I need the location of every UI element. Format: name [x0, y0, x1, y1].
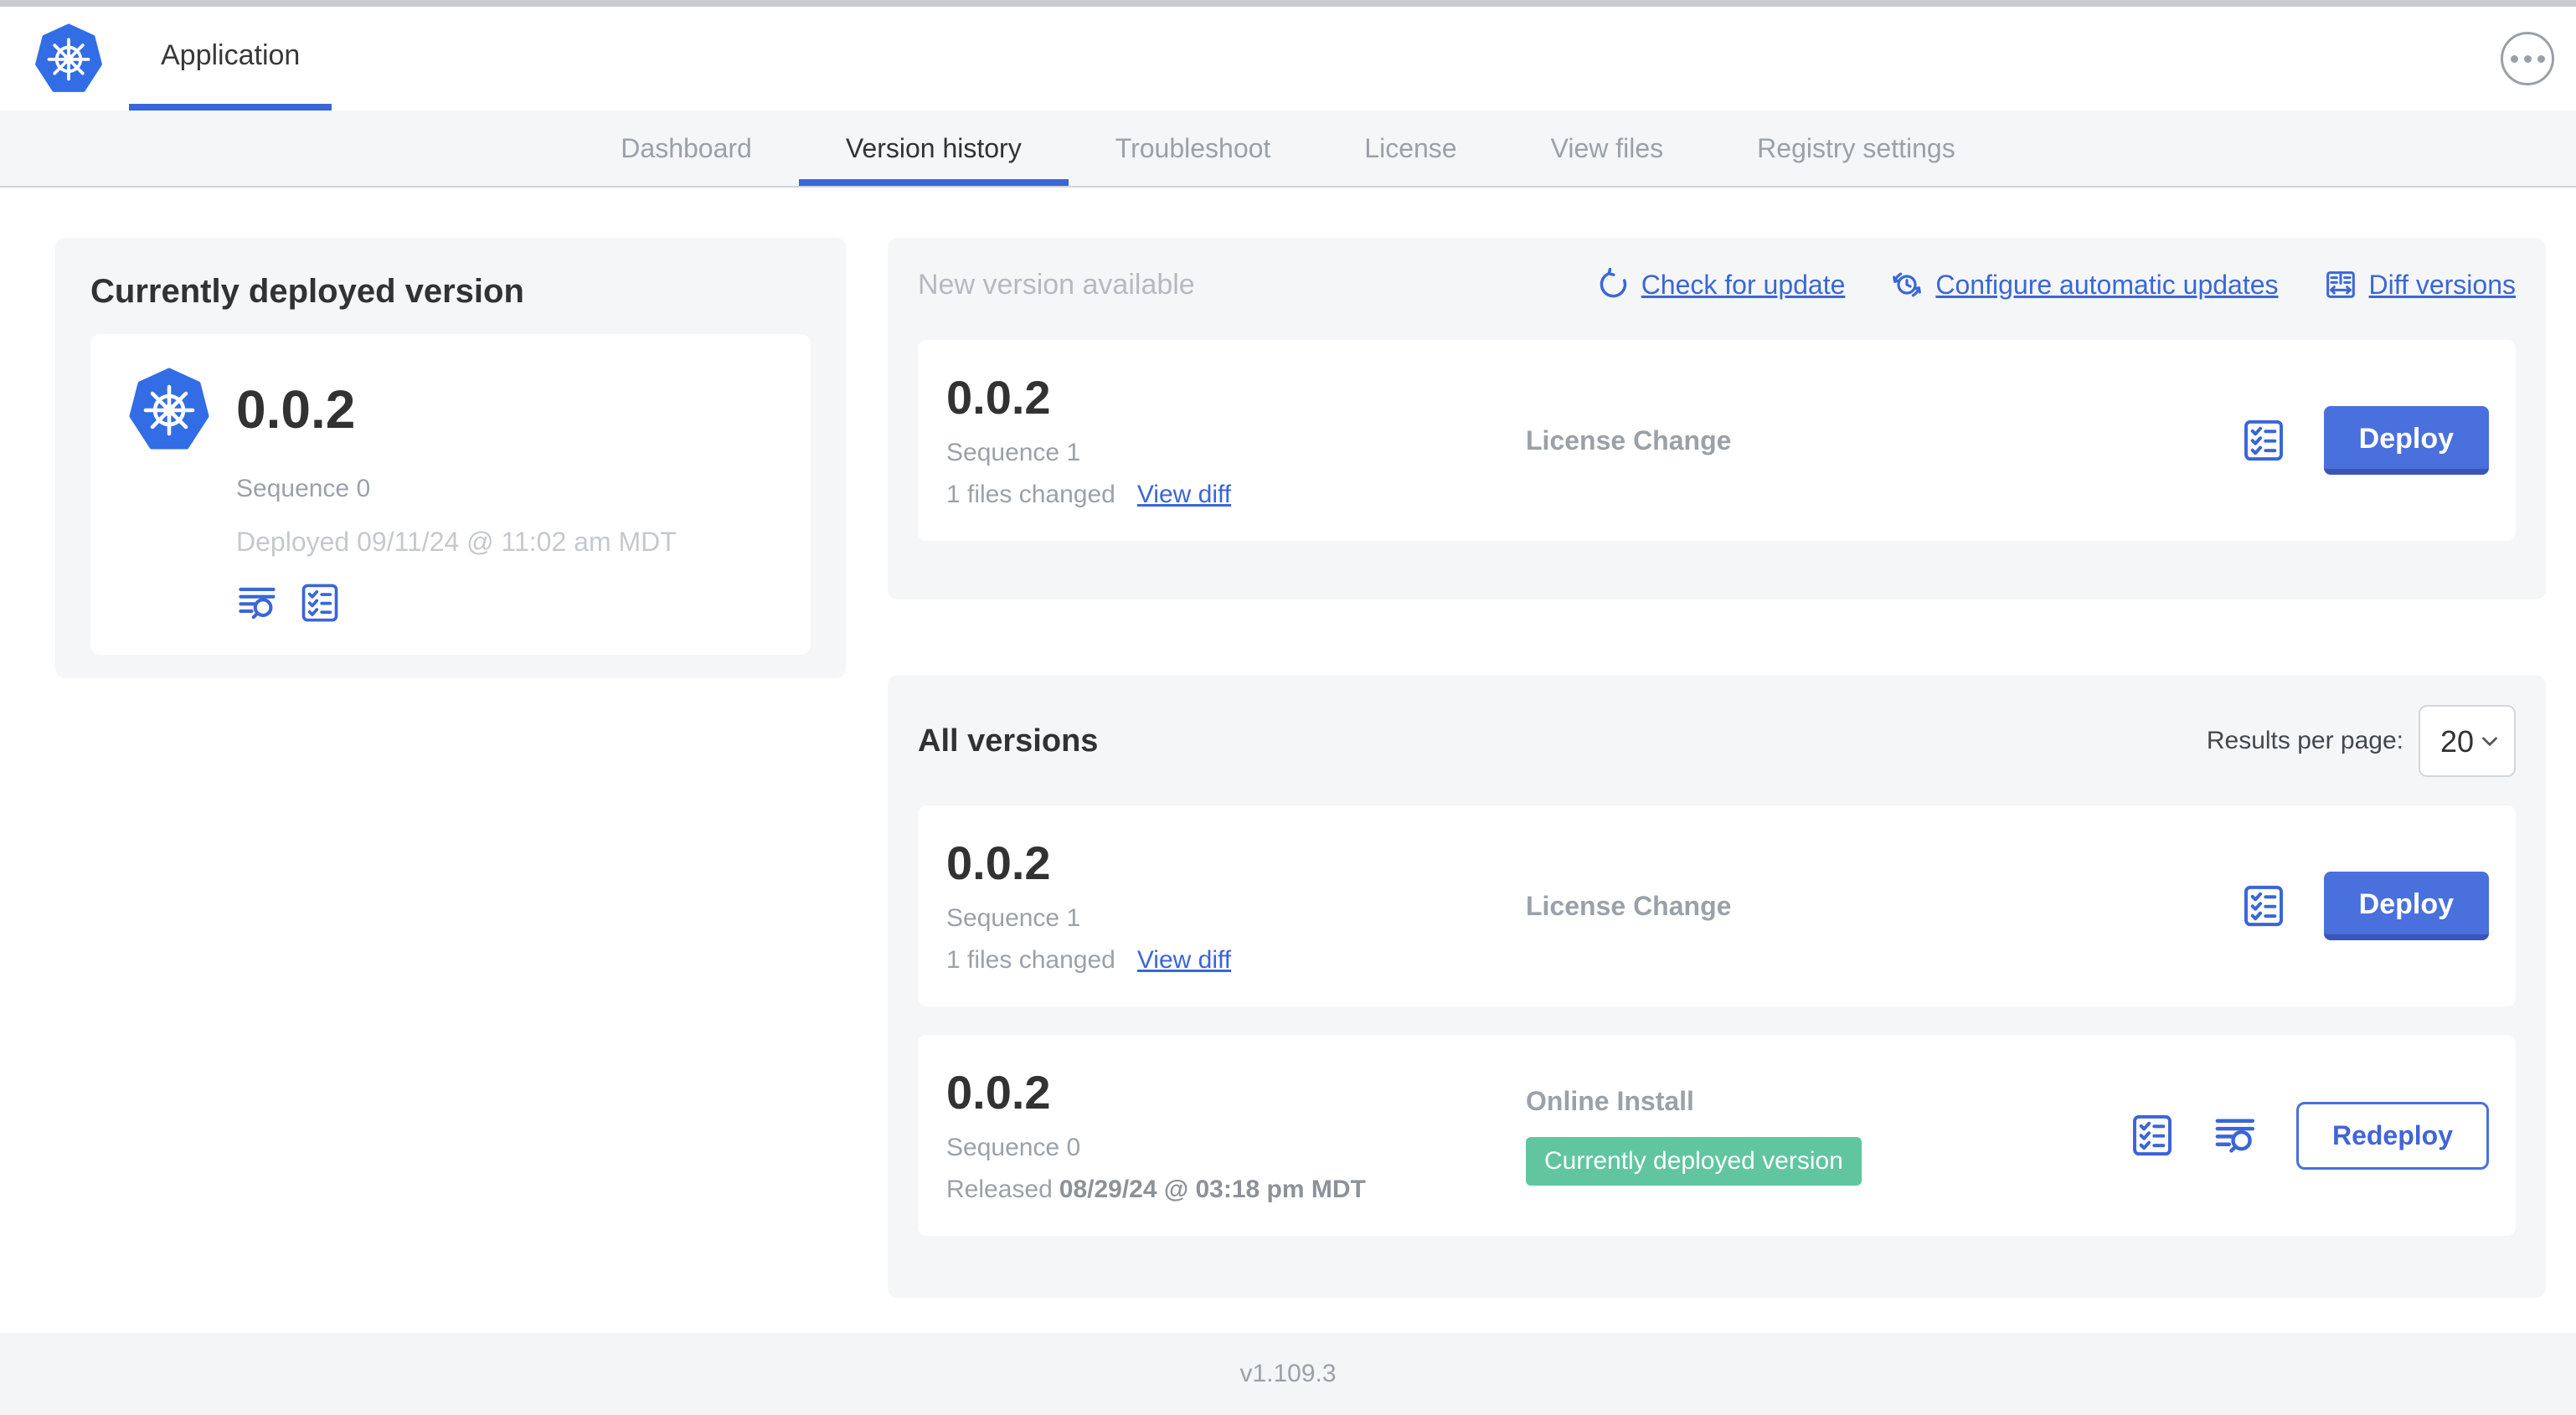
refresh-icon: [1596, 267, 1630, 301]
view-diff-link[interactable]: View diff: [1136, 480, 1232, 508]
files-changed: 1 files changed: [946, 480, 1115, 508]
logs-icon: [2213, 1112, 2259, 1159]
tab-registry-settings[interactable]: Registry settings: [1757, 132, 1955, 163]
new-version-row: 0.0.2 Sequence 1 1 files changed View di…: [918, 340, 2516, 541]
version-number: 0.0.2: [946, 371, 1051, 424]
version-source: Online Install: [1526, 1085, 1694, 1116]
deployed-version-card: 0.0.2 Sequence 0 Deployed 09/11/24 @ 11:…: [90, 334, 811, 655]
version-source: License Change: [1526, 890, 1732, 921]
deploy-button[interactable]: Deploy: [2323, 872, 2489, 940]
preflight-checks-button[interactable]: [2240, 417, 2287, 464]
tab-view-files[interactable]: View files: [1550, 132, 1664, 163]
checklist-icon: [298, 581, 342, 625]
versions-column: New version available Check for update: [888, 238, 2546, 1298]
tab-version-history[interactable]: Version history: [799, 111, 1069, 186]
redeploy-button[interactable]: Redeploy: [2295, 1101, 2489, 1170]
app-header: Application: [0, 7, 2576, 111]
main-content: Currently deployed version 0.0.2 Sequenc…: [0, 188, 2576, 1298]
deployed-timestamp: Deployed 09/11/24 @ 11:02 am MDT: [236, 527, 677, 557]
version-row: 0.0.2 Sequence 1 1 files changed View di…: [918, 805, 2516, 1006]
version-number: 0.0.2: [946, 1066, 1051, 1119]
status-badge: Currently deployed version: [1526, 1136, 1862, 1186]
version-source: License Change: [1526, 424, 1732, 455]
deployed-version-number: 0.0.2: [236, 379, 356, 440]
all-versions-card: All versions Results per page: 20: [888, 675, 2546, 1298]
released-label: Released: [946, 1175, 1053, 1203]
preflight-checks-button[interactable]: [298, 581, 342, 625]
kubernetes-logo-icon: [33, 23, 104, 94]
view-diff-link[interactable]: View diff: [1136, 945, 1232, 974]
files-changed: 1 files changed: [946, 945, 1115, 974]
more-menu-button[interactable]: [2501, 32, 2554, 85]
currently-deployed-card: Currently deployed version 0.0.2 Sequenc…: [55, 238, 846, 678]
app-tab[interactable]: Application: [129, 7, 332, 111]
app-tab-label: Application: [161, 39, 301, 71]
currently-deployed-title: Currently deployed version: [90, 273, 524, 310]
deployed-sequence: Sequence 0: [236, 475, 371, 502]
version-sequence: Sequence 1: [946, 438, 1081, 466]
version-sequence: Sequence 0: [946, 1133, 1081, 1161]
new-version-title: New version available: [918, 268, 1195, 301]
footer: v1.109.3: [0, 1333, 2576, 1415]
kubernetes-app-icon: [127, 368, 211, 451]
diff-icon: [2324, 268, 2357, 301]
deploy-logs-button[interactable]: [2213, 1112, 2259, 1159]
tab-license[interactable]: License: [1364, 132, 1457, 163]
version-row: 0.0.2 Sequence 0 Released 08/29/24 @ 03:1…: [918, 1035, 2516, 1236]
secondary-nav: Dashboard Version history Troubleshoot L…: [0, 111, 2576, 188]
checklist-icon: [2240, 417, 2287, 464]
version-number: 0.0.2: [946, 836, 1051, 890]
console-version: v1.109.3: [1239, 1360, 1337, 1387]
ellipsis-icon: [2510, 54, 2518, 63]
clock-sync-icon: [1890, 268, 1924, 301]
results-per-page-label: Results per page:: [2206, 727, 2403, 754]
version-sequence: Sequence 1: [946, 903, 1081, 932]
tab-troubleshoot[interactable]: Troubleshoot: [1115, 132, 1271, 163]
configure-automatic-updates-link[interactable]: Configure automatic updates: [1890, 268, 2279, 301]
all-versions-title: All versions: [918, 723, 1099, 759]
diff-versions-link[interactable]: Diff versions: [2324, 268, 2516, 301]
results-per-page-select[interactable]: 20: [2419, 705, 2516, 777]
preflight-checks-button[interactable]: [2129, 1112, 2176, 1159]
checklist-icon: [2240, 882, 2287, 929]
tab-dashboard[interactable]: Dashboard: [621, 132, 752, 163]
check-for-update-link[interactable]: Check for update: [1596, 267, 1845, 301]
released-timestamp: 08/29/24 @ 03:18 pm MDT: [1059, 1175, 1366, 1203]
deploy-logs-button[interactable]: [236, 581, 280, 625]
preflight-checks-button[interactable]: [2240, 882, 2287, 929]
window-top-edge: [0, 0, 2576, 7]
new-version-card: New version available Check for update: [888, 238, 2546, 599]
logs-icon: [236, 581, 280, 625]
checklist-icon: [2129, 1112, 2176, 1159]
deploy-button[interactable]: Deploy: [2323, 406, 2489, 475]
